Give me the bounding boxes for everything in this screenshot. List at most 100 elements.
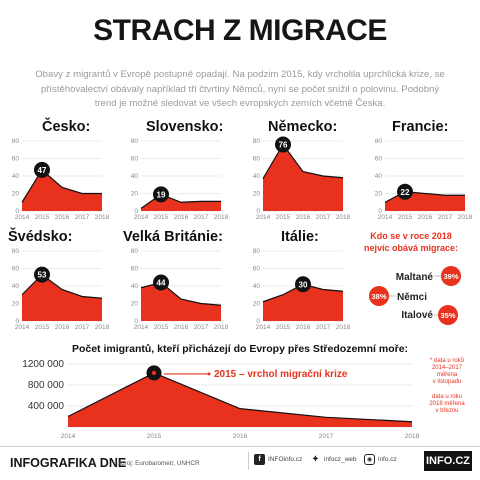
peak-value-label: 30 [299, 280, 308, 289]
note-line: 2014–2017 [432, 365, 463, 371]
x-tick-label: 2016 [296, 214, 311, 221]
x-tick-label: 2016 [174, 214, 189, 221]
x-tick-label: 2015 [154, 214, 169, 221]
footer-vertical-divider [248, 452, 249, 470]
y-tick-label: 40 [131, 173, 139, 180]
lead-paragraph: Obavy z migrantů v Evropě postupně opada… [35, 69, 445, 109]
y-tick-label: 80 [12, 248, 20, 255]
note-line: * data u roků [430, 357, 464, 364]
x-tick-label: 2017 [438, 214, 453, 221]
peak-value-label: 19 [157, 190, 166, 199]
big-chart-title: Počet imigrantů, kteří přicházejí do Evr… [72, 343, 408, 355]
x-tick-label: 2015 [35, 214, 50, 221]
note-line: data u roku [432, 394, 462, 400]
bubble-value: 35% [440, 311, 455, 320]
peak-marker [295, 276, 311, 293]
y-tick-label: 20 [131, 191, 139, 198]
peak-marker [153, 186, 169, 203]
y-tick-label: 20 [12, 191, 20, 198]
peak-marker [275, 136, 291, 153]
y-tick-label: 60 [253, 156, 261, 163]
peak-marker [397, 183, 413, 200]
x-tick-label: 2015 [398, 214, 413, 221]
x-tick-label: 2018 [336, 324, 351, 331]
bubble-circle [438, 305, 458, 325]
x-tick-label: 2014 [15, 214, 30, 221]
y-tick-label: 1200 000 [22, 359, 64, 370]
x-tick-label: 2016 [233, 433, 248, 440]
y-tick-label: 800 000 [28, 380, 65, 391]
x-tick-label: 2016 [55, 214, 70, 221]
instagram-icon: ◉ [364, 454, 375, 465]
peak-annotation: 2015 – vrchol migrační krize [214, 369, 348, 380]
x-tick-label: 2017 [75, 214, 90, 221]
bubble-label: Maltané [396, 272, 434, 283]
x-tick-label: 2016 [418, 214, 433, 221]
note-line: v březnu [435, 408, 458, 414]
info-cz-logo: INFO.CZ [424, 451, 472, 471]
y-tick-label: 20 [375, 191, 383, 198]
x-tick-label: 2017 [316, 324, 331, 331]
instagram-handle: info.cz [378, 456, 397, 463]
peak-marker [34, 266, 50, 283]
bubbles-title: Kdo se v roce 2018 [370, 231, 452, 241]
y-tick-label: 80 [131, 138, 139, 145]
y-tick-label: 0 [378, 208, 382, 215]
instagram-link[interactable]: ◉ info.cz [364, 454, 397, 465]
y-tick-label: 40 [12, 173, 20, 180]
y-tick-label: 80 [375, 138, 383, 145]
y-tick-label: 60 [12, 156, 20, 163]
x-tick-label: 2014 [378, 214, 393, 221]
x-tick-label: 2018 [405, 433, 420, 440]
area-fill [22, 169, 102, 211]
area-fill [22, 274, 102, 321]
x-tick-label: 2014 [134, 214, 149, 221]
peak-leader-dot [207, 372, 211, 376]
y-tick-label: 60 [131, 156, 139, 163]
x-tick-label: 2014 [61, 433, 76, 440]
x-tick-label: 2016 [55, 324, 70, 331]
chart-title-0: Česko: [42, 117, 90, 135]
x-tick-label: 2017 [194, 324, 209, 331]
y-tick-label: 60 [12, 266, 20, 273]
y-tick-label: 40 [253, 173, 261, 180]
peak-value-label: 53 [38, 271, 47, 280]
x-tick-label: 2015 [154, 324, 169, 331]
peak-marker [34, 161, 50, 178]
facebook-link[interactable]: f INFOinfo.cz [254, 454, 302, 465]
y-tick-label: 80 [253, 248, 261, 255]
bubble-circle [369, 286, 389, 306]
area-fill [385, 191, 465, 211]
peak-marker-dot [151, 370, 157, 376]
y-tick-label: 40 [12, 283, 20, 290]
y-tick-label: 0 [134, 318, 138, 325]
x-tick-label: 2014 [256, 214, 271, 221]
x-tick-label: 2018 [336, 214, 351, 221]
series-line [21, 168, 102, 203]
bubbles-title: nejvíc obává migrace: [364, 243, 458, 253]
series-line [140, 193, 221, 209]
y-tick-label: 80 [253, 138, 261, 145]
y-tick-label: 20 [253, 191, 261, 198]
y-tick-label: 40 [375, 173, 383, 180]
y-tick-label: 80 [131, 248, 139, 255]
twitter-icon: ✦ [311, 454, 320, 465]
chart-title-1: Slovensko: [146, 119, 223, 135]
x-tick-label: 2016 [174, 324, 189, 331]
x-tick-label: 2015 [276, 214, 291, 221]
note-line: 2018 měřena [429, 401, 465, 407]
x-tick-label: 2017 [194, 214, 209, 221]
series-line [262, 143, 344, 179]
y-tick-label: 60 [375, 156, 383, 163]
y-tick-label: 20 [131, 301, 139, 308]
facebook-icon: f [254, 454, 265, 465]
x-tick-label: 2017 [75, 324, 90, 331]
y-tick-label: 20 [253, 301, 261, 308]
footer-brand: INFOGRAFIKA DNE [10, 456, 127, 470]
footer-divider [0, 446, 480, 447]
y-tick-label: 0 [256, 208, 260, 215]
y-tick-label: 80 [12, 138, 20, 145]
twitter-link[interactable]: ✦ infocz_web [310, 454, 356, 465]
x-tick-label: 2014 [134, 324, 149, 331]
